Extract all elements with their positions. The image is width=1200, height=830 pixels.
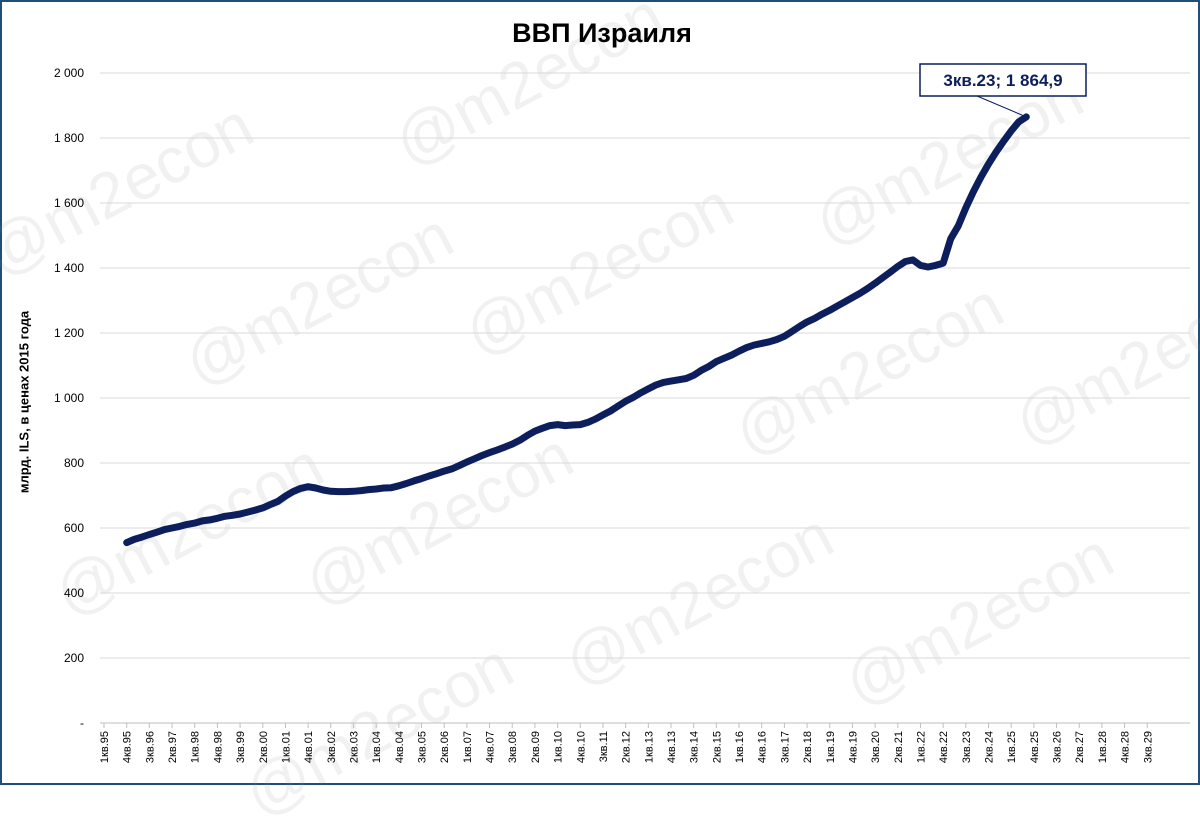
x-tick-label: 2кв.15 bbox=[711, 731, 723, 763]
x-tick-label: 2кв.06 bbox=[439, 731, 451, 763]
x-tick-label: 3кв.26 bbox=[1052, 731, 1064, 763]
x-tick-label: 2кв.03 bbox=[348, 731, 360, 763]
x-tick-label: 1кв.28 bbox=[1097, 731, 1109, 763]
x-tick-label: 1кв.01 bbox=[280, 731, 292, 763]
x-tick-label: 4кв.01 bbox=[303, 731, 315, 763]
x-tick-label: 1кв.07 bbox=[462, 731, 474, 763]
y-tick-label: 1 200 bbox=[54, 326, 84, 340]
x-tick-label: 4кв.22 bbox=[938, 731, 950, 763]
y-tick-label: 1 400 bbox=[54, 261, 84, 275]
x-tick-label: 1кв.13 bbox=[643, 731, 655, 763]
x-tick-label: 4кв.19 bbox=[847, 731, 859, 763]
x-tick-label: 2кв.12 bbox=[621, 731, 633, 763]
y-tick-label: 1 000 bbox=[54, 391, 84, 405]
x-tick-label: 1кв.04 bbox=[371, 731, 383, 763]
x-tick-label: 3кв.99 bbox=[235, 731, 247, 763]
y-tick-label: 800 bbox=[64, 456, 84, 470]
x-tick-label: 3кв.05 bbox=[417, 731, 429, 763]
x-tick-label: 1кв.98 bbox=[190, 731, 202, 763]
x-tick-label: 3кв.11 bbox=[598, 731, 610, 762]
series-line bbox=[123, 113, 1030, 547]
x-tick-label: 4кв.16 bbox=[757, 731, 769, 763]
series-group bbox=[123, 113, 1030, 547]
x-tick-label: 4кв.13 bbox=[666, 731, 678, 763]
x-tick-label: 2кв.21 bbox=[893, 731, 905, 763]
x-tick-label: 3кв.14 bbox=[689, 731, 701, 763]
x-tick-label: 2кв.27 bbox=[1074, 731, 1086, 763]
y-axis-ticks: - 200 400 600 800 1 000 1 200 1 400 1 600 1 800 2 … bbox=[54, 66, 84, 730]
annotation-box bbox=[919, 63, 1087, 97]
x-tick-label: 2кв.97 bbox=[167, 731, 179, 763]
x-tick-label: 2кв.24 bbox=[984, 731, 996, 763]
gridlines bbox=[100, 72, 1190, 659]
x-tick-label: 4кв.98 bbox=[212, 731, 224, 763]
x-tick-label: 3кв.29 bbox=[1142, 731, 1154, 763]
y-tick-label: 2 000 bbox=[54, 66, 84, 80]
y-tick-label: 1 800 bbox=[54, 131, 84, 145]
x-tick-label: 1кв.10 bbox=[553, 731, 565, 763]
x-tick-label: 3кв.23 bbox=[961, 731, 973, 763]
x-tick-label: 4кв.10 bbox=[575, 731, 587, 763]
x-tick-label: 1кв.19 bbox=[825, 731, 837, 763]
y-tick-label: 200 bbox=[64, 651, 84, 665]
x-tick-label: 4кв.95 bbox=[122, 731, 134, 763]
x-tick-label: 4кв.07 bbox=[485, 731, 497, 763]
x-tick-label: 3кв.02 bbox=[326, 731, 338, 763]
annotation-leader bbox=[976, 95, 1027, 118]
line-chart: - 200 400 600 800 1 000 1 200 1 400 1 600 1 800 2 … bbox=[54, 63, 1190, 763]
y-tick-label: 600 bbox=[64, 521, 84, 535]
y-tick-label: 400 bbox=[64, 586, 84, 600]
y-tick-label: - bbox=[80, 716, 84, 730]
annotation-label: 3кв.23; 1 864,9 bbox=[943, 71, 1062, 90]
x-tick-label: 2кв.00 bbox=[258, 731, 270, 763]
chart-title: ВВП Израиля bbox=[512, 18, 692, 48]
x-tick-label: 4кв.04 bbox=[394, 731, 406, 763]
x-tick-label: 2кв.09 bbox=[530, 731, 542, 763]
x-tick-label: 4кв.28 bbox=[1120, 731, 1132, 763]
x-tick-label: 3кв.20 bbox=[870, 731, 882, 763]
x-tick-label: 4кв.25 bbox=[1029, 731, 1041, 763]
x-tick-label: 2кв.18 bbox=[802, 731, 814, 763]
x-tick-label: 3кв.96 bbox=[144, 731, 156, 763]
x-tick-label: 1кв.22 bbox=[915, 731, 927, 763]
x-tick-label: 1кв.25 bbox=[1006, 731, 1018, 763]
y-tick-label: 1 600 bbox=[54, 196, 84, 210]
x-tick-label: 1кв.95 bbox=[99, 731, 111, 763]
x-tick-label: 3кв.08 bbox=[507, 731, 519, 763]
x-axis-ticks: 1кв.95 4кв.95 3кв.96 2кв.97 1кв.98 4кв.98 3кв.… bbox=[99, 723, 1154, 763]
annotation-group: 3кв.23; 1 864,9 bbox=[919, 63, 1087, 118]
x-tick-label: 1кв.16 bbox=[734, 731, 746, 763]
x-tick-label: 3кв.17 bbox=[779, 731, 791, 763]
